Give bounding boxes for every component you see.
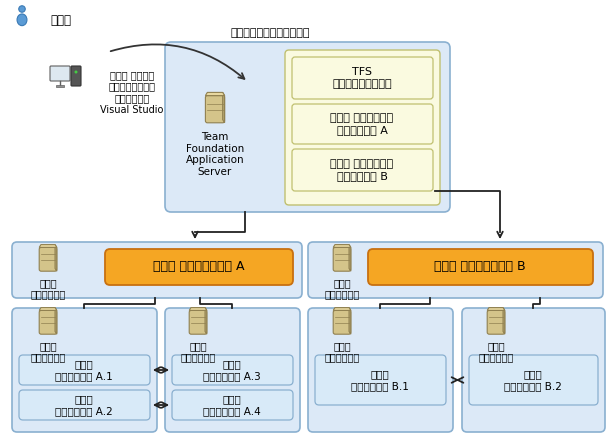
Text: ビルドをキューに配置する: ビルドをキューに配置する [230,28,310,38]
FancyBboxPatch shape [12,308,157,432]
FancyBboxPatch shape [487,310,505,334]
FancyBboxPatch shape [19,390,150,420]
Text: TFS
アプリケーション層: TFS アプリケーション層 [332,67,392,89]
FancyBboxPatch shape [292,104,433,144]
FancyBboxPatch shape [172,390,293,420]
Polygon shape [55,245,57,271]
FancyBboxPatch shape [39,247,57,271]
Text: Team
Foundation
Application
Server: Team Foundation Application Server [186,132,244,177]
Text: ビルド
エージェント A.3: ビルド エージェント A.3 [203,359,261,381]
FancyBboxPatch shape [105,249,293,285]
FancyBboxPatch shape [333,310,351,334]
Polygon shape [487,308,505,310]
Polygon shape [189,308,207,310]
Text: ビルド
エージェント B.1: ビルド エージェント B.1 [351,369,409,391]
Polygon shape [39,245,57,247]
Bar [56,85,64,87]
Polygon shape [503,308,505,334]
FancyBboxPatch shape [292,57,433,99]
FancyBboxPatch shape [189,310,207,334]
FancyBboxPatch shape [165,308,300,432]
Text: チーム プロジェクト
コレクション B: チーム プロジェクト コレクション B [330,159,394,181]
Text: 開発者: 開発者 [50,14,71,27]
Text: ビルド
コンピュータ: ビルド コンピュータ [30,278,66,300]
FancyBboxPatch shape [285,50,440,205]
FancyBboxPatch shape [50,66,70,81]
FancyBboxPatch shape [39,310,57,334]
FancyBboxPatch shape [205,95,224,123]
FancyBboxPatch shape [165,42,450,212]
FancyBboxPatch shape [19,355,150,385]
Text: チーム エクスプ
ローラーがインス
トールされた
Visual Studio: チーム エクスプ ローラーがインス トールされた Visual Studio [100,70,164,115]
FancyBboxPatch shape [308,308,453,432]
Text: ビルド コントローラー A: ビルド コントローラー A [153,260,245,274]
Polygon shape [349,245,351,271]
FancyBboxPatch shape [172,355,293,385]
Text: ビルド
コンピュータ: ビルド コンピュータ [324,278,360,300]
Polygon shape [55,308,57,334]
FancyBboxPatch shape [308,242,603,298]
Polygon shape [349,308,351,334]
FancyBboxPatch shape [315,355,446,405]
Polygon shape [333,245,351,247]
Text: ビルド
コンピュータ: ビルド コンピュータ [478,341,514,363]
Circle shape [19,6,25,12]
FancyBboxPatch shape [292,149,433,191]
Text: ビルド
コンピュータ: ビルド コンピュータ [30,341,66,363]
Polygon shape [333,308,351,310]
Text: ビルド
エージェント A.1: ビルド エージェント A.1 [55,359,113,381]
FancyBboxPatch shape [333,247,351,271]
Text: ビルド
コンピュータ: ビルド コンピュータ [324,341,360,363]
Ellipse shape [17,14,27,26]
Circle shape [74,70,77,73]
Polygon shape [205,92,224,95]
FancyBboxPatch shape [71,66,81,86]
FancyBboxPatch shape [368,249,593,285]
Text: ビルド
エージェント A.4: ビルド エージェント A.4 [203,394,261,416]
Text: ビルド コントローラー B: ビルド コントローラー B [434,260,526,274]
Text: ビルド
コンピュータ: ビルド コンピュータ [180,341,216,363]
Text: ビルド
エージェント A.2: ビルド エージェント A.2 [55,394,113,416]
Polygon shape [205,308,207,334]
FancyBboxPatch shape [462,308,605,432]
FancyBboxPatch shape [12,242,302,298]
Polygon shape [39,308,57,310]
Polygon shape [223,92,224,123]
Text: ビルド
エージェント B.2: ビルド エージェント B.2 [504,369,562,391]
FancyBboxPatch shape [469,355,598,405]
Text: チーム プロジェクト
コレクション A: チーム プロジェクト コレクション A [330,113,394,135]
